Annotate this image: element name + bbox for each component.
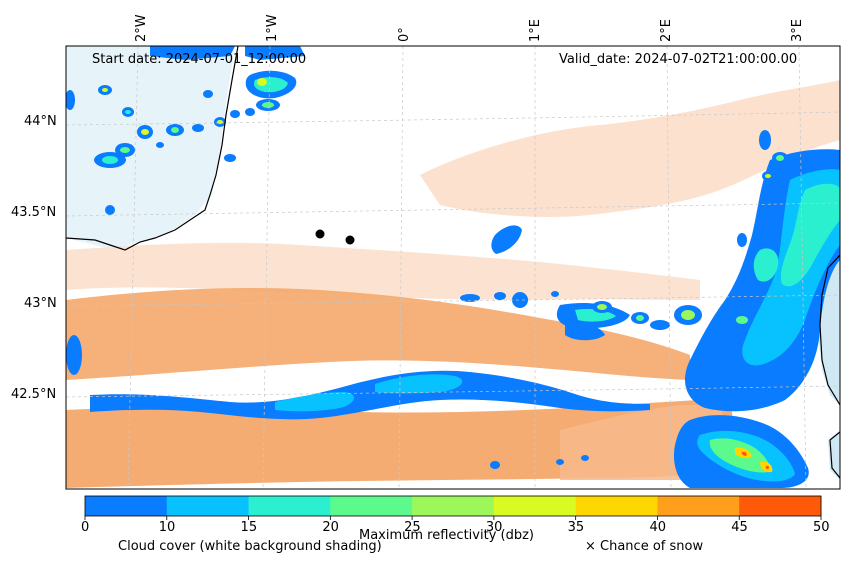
map-layers (66, 46, 840, 489)
sea-area-atlantic (66, 46, 235, 250)
site-marker[interactable] (345, 235, 355, 245)
colorbar-tick-label: 45 (731, 520, 748, 535)
coastline-mediterranean-south (829, 431, 840, 479)
lon-label-3e: 3°E (790, 19, 805, 42)
coastline-atlantic (66, 46, 239, 251)
lon-label-1w: 1°W (265, 14, 280, 42)
colorbar-segment (85, 496, 168, 516)
reflectivity-cell-southeast-max (741, 451, 770, 469)
colorbar-segment (330, 496, 413, 516)
colorbar-tick-label: 30 (485, 520, 503, 535)
lat-label-44n: 44°N (24, 114, 57, 129)
coastline-mediterranean (819, 254, 840, 406)
lat-label-43-5n: 43.5°N (11, 205, 57, 220)
reflectivity-cell-east-core (753, 183, 840, 287)
map-frame (65, 45, 841, 490)
colorbar-label-snow: × Chance of snow (585, 539, 704, 554)
valid-date-label: Valid_date: 2024-07-02T21:00:00.00 (559, 52, 798, 67)
lat-label-43n: 43°N (24, 296, 57, 311)
colorbar-tick-label: 0 (81, 520, 90, 535)
lon-label-2w: 2°W (134, 14, 149, 42)
colorbar-segment (493, 496, 577, 516)
lon-label-1e: 1°E (528, 19, 543, 42)
lat-label-42-5n: 42.5°N (11, 387, 57, 402)
colorbar-segment (657, 496, 740, 516)
cloud-band-light-mid (66, 242, 700, 300)
colorbar-tick-label: 20 (322, 520, 339, 535)
reflectivity-band-south-core (275, 374, 463, 412)
sea-area-mediterranean-south (828, 430, 840, 480)
lon-label-2e: 2°E (659, 19, 674, 42)
reflectivity-cells-central (66, 130, 788, 469)
colorbar-tick-label: 10 (158, 520, 176, 535)
colorbar-segment (575, 496, 658, 516)
colorbar-segment (166, 496, 250, 516)
colorbar-segment (412, 496, 495, 516)
colorbar-label-cloud-cover: Cloud cover (white background shading) (118, 539, 382, 554)
reflectivity-band-south (90, 370, 650, 420)
graticule (66, 46, 840, 489)
colorbar-tick-label: 25 (404, 520, 421, 535)
colorbar-label-reflectivity: Maximum reflectivity (dbz) (359, 528, 534, 543)
reflectivity-cells-northwest (66, 46, 305, 215)
site-marker[interactable] (315, 229, 325, 239)
colorbar-frame (84, 495, 822, 517)
lon-label-0: 0° (397, 27, 412, 42)
colorbar (84, 496, 822, 520)
colorbar-segment (739, 496, 822, 516)
colorbar-tick-label: 15 (240, 520, 258, 535)
start-date-label: Start date: 2024-07-01_12:00:00 (92, 52, 307, 67)
colorbar-tick-label: 40 (649, 520, 666, 535)
cloud-band-light-north (420, 80, 840, 217)
colorbar-tick-label: 35 (567, 520, 585, 535)
colorbar-segment (248, 496, 331, 516)
cloud-band-main (66, 288, 690, 380)
colorbar-tick-label: 50 (813, 520, 830, 535)
